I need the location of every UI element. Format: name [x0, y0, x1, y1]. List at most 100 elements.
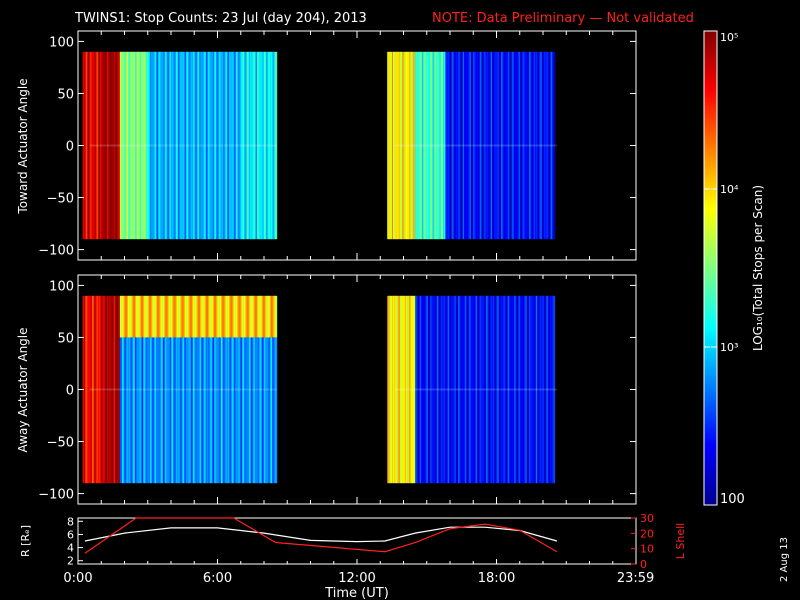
heat-cell [147, 51, 150, 240]
heat-cell [114, 51, 116, 240]
heat-cell [395, 51, 397, 240]
heat-cell [425, 51, 428, 240]
heat-cell [127, 337, 130, 484]
heat-cell [88, 295, 91, 484]
heat-cell [158, 337, 160, 484]
heat-cell [84, 51, 87, 240]
heat-cell [391, 51, 394, 240]
heat-cell [212, 295, 215, 338]
heat-cell [159, 51, 161, 240]
heat-cell [424, 295, 426, 484]
heat-cell [96, 295, 99, 484]
heat-cell [177, 51, 180, 240]
heat-cell [250, 295, 252, 338]
heat-cell [272, 51, 274, 240]
heat-cell [390, 51, 393, 240]
heat-cell [436, 51, 438, 240]
heat-cell [262, 337, 265, 484]
heat-cell [247, 337, 250, 484]
heat-cell [481, 295, 483, 484]
heat-cell [273, 337, 275, 484]
heat-cell [416, 51, 418, 240]
heat-cell [125, 337, 128, 484]
heat-cell [148, 51, 151, 240]
heat-cell [164, 337, 166, 484]
heat-cell [398, 295, 401, 484]
heat-cell [486, 295, 488, 484]
away-ylabel: Away Actuator Angle [16, 327, 30, 452]
heat-cell [546, 51, 549, 240]
heat-cell [530, 295, 532, 484]
heat-cell [151, 295, 153, 338]
heat-cell [184, 51, 187, 240]
heat-cell [222, 51, 224, 240]
heat-cell [269, 337, 272, 484]
heat-cell [273, 295, 275, 338]
heat-cell [132, 51, 135, 240]
heat-cell [193, 295, 195, 338]
heat-cell [218, 337, 221, 484]
heat-cell [176, 51, 179, 240]
heat-cell [230, 295, 232, 338]
heat-cell [512, 295, 515, 484]
heat-cell [245, 51, 247, 240]
heat-cell [404, 295, 407, 484]
heat-cell [261, 295, 264, 338]
heat-cell [175, 337, 178, 484]
heat-cell [157, 51, 159, 240]
heat-cell [252, 337, 254, 484]
heat-cell [98, 51, 101, 240]
heat-cell [547, 51, 550, 240]
heat-cell [154, 295, 157, 338]
heat-cell [224, 51, 227, 240]
heat-cell [150, 295, 152, 338]
heat-cell [258, 337, 260, 484]
heat-cell [488, 295, 490, 484]
heat-cell [133, 51, 136, 240]
heat-cell [255, 337, 258, 484]
heat-cell [224, 295, 227, 338]
heat-cell [131, 51, 134, 240]
heat-cell [423, 51, 425, 240]
heat-cell [460, 51, 463, 240]
heat-cell [218, 295, 221, 338]
heat-cell [219, 337, 222, 484]
orbit-lines [84, 517, 558, 554]
heat-cell [455, 295, 458, 484]
heat-cell [532, 295, 535, 484]
heat-cell [265, 295, 267, 338]
heat-cell [165, 51, 167, 240]
heat-cell [184, 337, 187, 484]
heat-cell [191, 51, 194, 240]
heat-cell [393, 51, 395, 240]
heat-cell [150, 337, 152, 484]
equator-stripe [394, 144, 557, 147]
heat-cell [476, 51, 479, 240]
heat-cell [480, 295, 482, 484]
heat-cell [193, 51, 195, 240]
heat-cell [498, 295, 501, 484]
heat-cell [125, 295, 128, 338]
heat-cell [208, 51, 210, 240]
heat-cell [398, 51, 401, 240]
heat-cell [415, 295, 417, 484]
heat-cell [474, 295, 476, 484]
heat-cell [530, 51, 532, 240]
heat-cell [527, 295, 530, 484]
heat-cell [439, 51, 442, 240]
heat-cell [493, 51, 495, 240]
heat-cell [103, 295, 106, 484]
heat-cell [216, 295, 218, 338]
heat-cell [157, 295, 159, 338]
heat-cell [111, 51, 114, 240]
heat-cell [122, 337, 124, 484]
heat-cell [223, 337, 225, 484]
heat-cell [177, 337, 180, 484]
y-tick-label: 100 [49, 35, 74, 50]
y-tick-label: 50 [57, 87, 74, 102]
heat-cell [210, 337, 213, 484]
heat-cell [491, 295, 494, 484]
preliminary-note: NOTE: Data Preliminary — Not validated [432, 11, 694, 26]
heat-cell [434, 295, 437, 484]
heat-cell [447, 51, 450, 240]
